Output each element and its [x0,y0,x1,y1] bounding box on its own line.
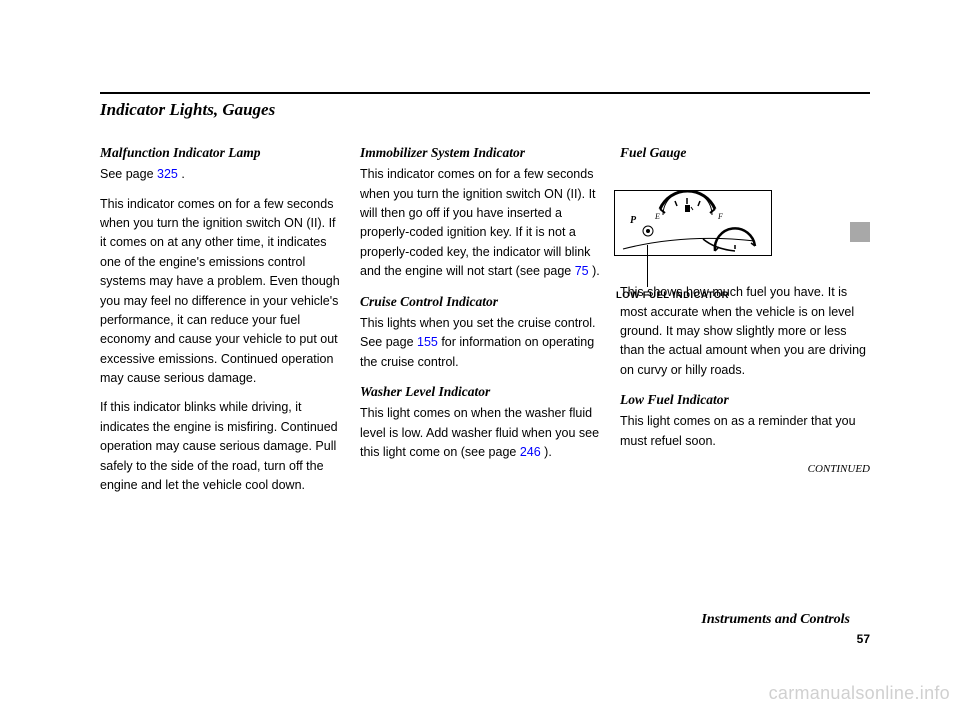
svg-text:P: P [630,215,637,226]
column-2: Immobilizer System Indicator This indica… [360,135,602,505]
heading-immobilizer: Immobilizer System Indicator [360,143,602,163]
svg-text:F: F [717,212,723,221]
paragraph: This lights when you set the cruise cont… [360,314,602,372]
paragraph: This light comes on when the washer flui… [360,404,602,462]
heading-washer-level: Washer Level Indicator [360,382,602,402]
text: See page [100,167,157,181]
paragraph: This indicator comes on for a few second… [360,165,602,281]
heading-fuel-gauge: Fuel Gauge [620,143,870,163]
column-1: Malfunction Indicator Lamp See page 325 … [100,135,342,505]
footer-section-title: Instruments and Controls [701,612,850,628]
header-rule [100,92,870,94]
text: This indicator comes on for a few second… [360,167,596,278]
fuel-gauge-illustration: E F P [614,190,772,256]
paragraph: This light comes on as a reminder that y… [620,412,870,451]
heading-low-fuel: Low Fuel Indicator [620,390,870,410]
page-link[interactable]: 246 [520,445,541,459]
paragraph: This indicator comes on for a few second… [100,195,342,389]
callout-leader-line [647,245,648,287]
text: ). [541,445,552,459]
svg-text:E: E [654,212,660,221]
page-link[interactable]: 75 [575,264,589,278]
watermark: carmanualsonline.info [769,683,950,704]
page-link[interactable]: 155 [417,335,438,349]
page-number: 57 [857,632,870,646]
callout-low-fuel: LOW FUEL INDICATOR [616,290,729,301]
heading-malfunction-indicator: Malfunction Indicator Lamp [100,143,342,163]
page-section-title: Indicator Lights, Gauges [100,100,275,120]
heading-cruise-control: Cruise Control Indicator [360,292,602,312]
text: ). [589,264,600,278]
page-link[interactable]: 325 [157,167,178,181]
paragraph: See page 325 . [100,165,342,184]
text: . [178,167,185,181]
section-tab-marker [850,222,870,242]
continued-label: CONTINUED [620,461,870,478]
paragraph: If this indicator blinks while driving, … [100,398,342,495]
text: This light comes on when the washer flui… [360,406,599,459]
